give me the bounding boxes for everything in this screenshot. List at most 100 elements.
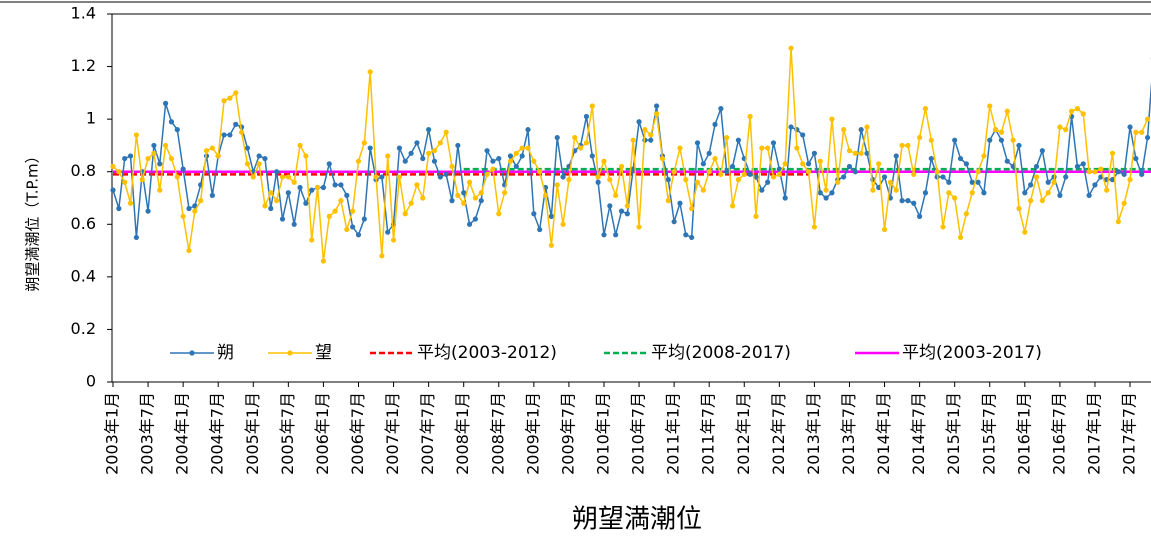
point xyxy=(256,161,262,167)
legend-label: 平均(2003-2017) xyxy=(902,343,1042,363)
x-tick-label: 2015年7月 xyxy=(979,392,998,475)
point xyxy=(595,174,601,180)
point xyxy=(274,198,280,204)
point xyxy=(829,190,835,196)
point xyxy=(759,145,765,151)
point xyxy=(297,142,303,149)
point xyxy=(940,174,946,180)
point xyxy=(221,132,227,138)
point xyxy=(507,158,514,164)
point xyxy=(589,153,595,159)
point xyxy=(455,192,461,198)
point xyxy=(414,182,420,188)
point xyxy=(1121,171,1127,177)
point xyxy=(461,190,467,196)
x-tick-label: 2008年7月 xyxy=(488,392,507,475)
point xyxy=(1010,137,1016,143)
point xyxy=(753,174,759,180)
point xyxy=(233,121,239,127)
point xyxy=(776,171,782,177)
point xyxy=(700,187,706,193)
point xyxy=(227,95,233,101)
point xyxy=(770,140,777,146)
point xyxy=(987,137,993,143)
point xyxy=(420,155,426,162)
point xyxy=(443,171,449,177)
x-tick-label: 2016年7月 xyxy=(1049,392,1068,475)
point xyxy=(1144,116,1151,122)
point xyxy=(449,198,455,204)
point xyxy=(238,129,245,135)
point xyxy=(823,187,829,193)
point xyxy=(1022,229,1028,235)
point xyxy=(139,177,145,183)
point xyxy=(385,153,391,159)
x-tick-label: 2005年1月 xyxy=(243,392,262,475)
point xyxy=(805,161,812,167)
point xyxy=(636,119,642,125)
point xyxy=(525,145,531,151)
point xyxy=(1057,124,1063,130)
point xyxy=(332,208,338,214)
point xyxy=(1039,148,1045,154)
point xyxy=(917,134,923,141)
point xyxy=(1068,108,1075,114)
x-tick-label: 2005年7月 xyxy=(278,392,297,475)
point xyxy=(542,192,549,198)
point xyxy=(841,127,847,133)
point xyxy=(911,200,917,206)
point xyxy=(1127,177,1133,183)
point xyxy=(507,153,514,159)
point xyxy=(653,111,660,117)
point xyxy=(1133,129,1139,135)
point xyxy=(122,179,128,185)
point xyxy=(1074,106,1081,112)
point xyxy=(309,237,315,243)
point xyxy=(1092,169,1098,175)
point xyxy=(531,211,537,217)
point xyxy=(484,148,490,154)
point xyxy=(285,174,291,180)
point xyxy=(683,232,689,238)
point xyxy=(408,200,414,206)
point xyxy=(917,213,923,219)
point xyxy=(379,253,385,259)
point xyxy=(174,174,180,180)
point xyxy=(279,174,286,180)
x-tick-label: 2016年1月 xyxy=(1014,392,1033,475)
point xyxy=(659,155,666,162)
point xyxy=(981,190,987,196)
x-tick-label: 2012年1月 xyxy=(734,392,753,475)
point xyxy=(192,208,198,214)
point xyxy=(560,174,566,180)
point xyxy=(309,187,315,193)
point xyxy=(566,177,572,183)
point xyxy=(1133,155,1139,162)
point xyxy=(396,174,403,180)
point xyxy=(157,187,163,193)
point xyxy=(694,140,701,146)
point xyxy=(811,150,818,156)
point xyxy=(653,103,660,109)
point xyxy=(244,145,251,151)
point xyxy=(794,145,800,151)
point xyxy=(180,166,186,172)
point xyxy=(192,203,198,209)
point xyxy=(706,150,712,156)
point xyxy=(537,226,543,233)
point xyxy=(735,137,742,143)
y-tick-label: 0 xyxy=(86,372,96,391)
point xyxy=(1092,182,1098,188)
point xyxy=(841,174,847,180)
point xyxy=(133,234,139,241)
point xyxy=(975,169,981,175)
point xyxy=(496,155,502,162)
point xyxy=(314,184,321,191)
point xyxy=(870,187,876,193)
point xyxy=(1080,161,1086,167)
point xyxy=(174,127,180,133)
point xyxy=(928,155,934,162)
point xyxy=(227,132,233,138)
point xyxy=(899,142,905,149)
